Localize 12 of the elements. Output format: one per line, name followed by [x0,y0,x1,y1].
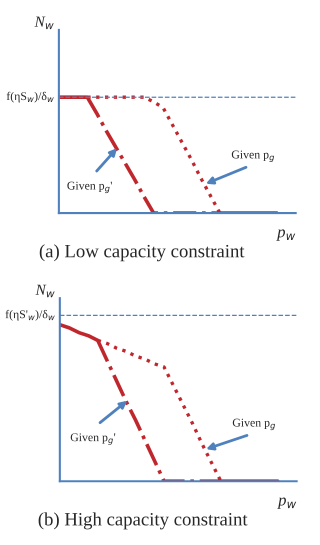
x-axis-title: p$_{w}$ [277,498,296,509]
text: (a) Low capacity constraint [40,244,244,262]
y-axis-title: N$_{w}$ [34,16,54,30]
annotation: Given p$_{g}$' [70,433,116,445]
ref-line-label: f(ηS$_{w}$)/δ$_{w}$ [6,92,54,103]
annotation: Given p$_{g}$ [232,150,274,162]
y-axis-title: N$_{w}$ [35,284,55,298]
x-axis-title: p$_{w}$ [276,229,296,241]
annotation: Given p$_{g}$ [232,418,276,430]
annotation: Given p$_{g}$' [67,182,112,194]
ref-line-label: f(ηS'$_{w}$)/δ$_{w}$ [6,310,55,321]
text: (b) High capacity constraint [38,512,248,530]
